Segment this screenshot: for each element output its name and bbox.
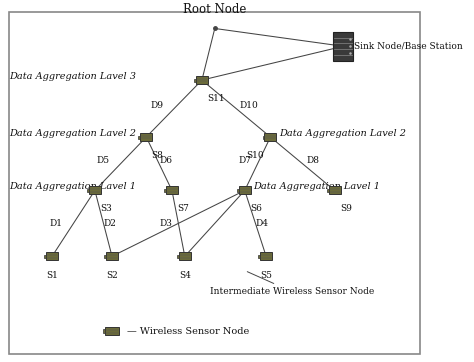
Text: Sink Node/Base Station: Sink Node/Base Station [354, 42, 463, 51]
Text: D1: D1 [50, 219, 63, 228]
Bar [89, 186, 101, 194]
Text: Data Aggregation Lavel 3: Data Aggregation Lavel 3 [9, 72, 136, 81]
Bar [138, 135, 140, 139]
Text: S4: S4 [179, 270, 191, 279]
Text: S10: S10 [246, 151, 264, 160]
Text: Data Aggregation Lavel 2: Data Aggregation Lavel 2 [279, 129, 406, 138]
Text: Data Aggregation Lavel 2: Data Aggregation Lavel 2 [9, 129, 136, 138]
Text: D3: D3 [159, 219, 172, 228]
Bar [237, 189, 239, 192]
Text: S9: S9 [340, 204, 352, 213]
Text: S5: S5 [260, 270, 272, 279]
Bar [179, 252, 191, 260]
Bar [166, 186, 178, 194]
Bar [105, 327, 118, 336]
Text: Data Aggregation Lavel 1: Data Aggregation Lavel 1 [253, 182, 380, 191]
Text: D6: D6 [159, 156, 172, 165]
Bar [194, 79, 196, 81]
Bar [264, 133, 276, 141]
Text: S2: S2 [106, 270, 118, 279]
Bar [327, 189, 328, 192]
Text: S3: S3 [100, 204, 112, 213]
Text: — Wireless Sensor Node: — Wireless Sensor Node [127, 327, 249, 336]
Text: Intermediate Wireless Sensor Node: Intermediate Wireless Sensor Node [210, 272, 375, 296]
Text: D8: D8 [307, 156, 320, 165]
Bar [328, 186, 341, 194]
Bar [177, 255, 179, 258]
Bar [239, 186, 251, 194]
Text: D4: D4 [255, 219, 268, 228]
Bar [258, 255, 260, 258]
Text: Root Node: Root Node [183, 3, 246, 16]
Text: S1: S1 [46, 270, 58, 279]
Bar [104, 255, 106, 258]
Text: S7: S7 [177, 204, 189, 213]
Text: D5: D5 [97, 156, 110, 165]
Text: S11: S11 [207, 94, 225, 102]
Bar [106, 252, 118, 260]
Text: D7: D7 [238, 156, 251, 165]
Bar [140, 133, 152, 141]
Text: D2: D2 [103, 219, 116, 228]
Text: D10: D10 [240, 101, 258, 109]
Text: S8: S8 [151, 151, 163, 160]
Bar [46, 252, 58, 260]
Bar [44, 255, 46, 258]
Text: Data Aggregation Lavel 1: Data Aggregation Lavel 1 [9, 182, 136, 191]
Text: D9: D9 [150, 101, 164, 109]
Bar [87, 189, 89, 192]
Bar [333, 32, 354, 60]
Bar [164, 189, 166, 192]
Bar [103, 329, 105, 333]
Bar [260, 252, 272, 260]
Text: S6: S6 [250, 204, 262, 213]
Bar [263, 135, 264, 139]
Bar [196, 76, 208, 84]
